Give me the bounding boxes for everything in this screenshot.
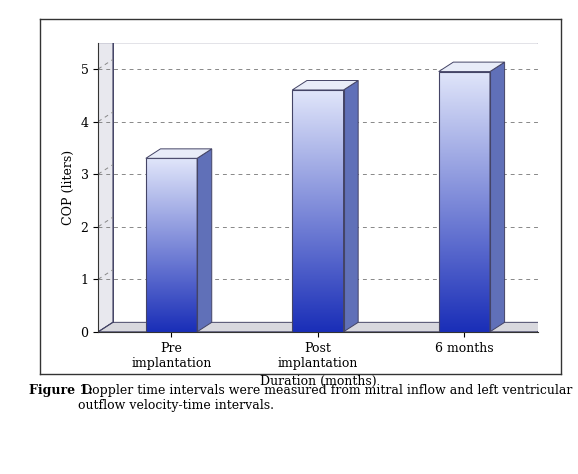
Polygon shape (439, 62, 505, 72)
Polygon shape (146, 149, 212, 158)
Polygon shape (197, 149, 212, 332)
Bar (439, 72, 490, 332)
X-axis label: Duration (months): Duration (months) (260, 375, 376, 388)
Polygon shape (343, 81, 358, 332)
Bar (146, 158, 197, 332)
Y-axis label: COP (liters): COP (liters) (62, 150, 75, 225)
Bar (292, 90, 343, 332)
Text: Doppler time intervals were measured from mitral inflow and left ventricular out: Doppler time intervals were measured fro… (79, 384, 573, 412)
Polygon shape (98, 322, 552, 332)
Text: Figure 1:: Figure 1: (29, 384, 93, 397)
Polygon shape (292, 81, 358, 90)
Polygon shape (490, 62, 505, 332)
Polygon shape (98, 33, 552, 43)
Polygon shape (98, 33, 113, 332)
